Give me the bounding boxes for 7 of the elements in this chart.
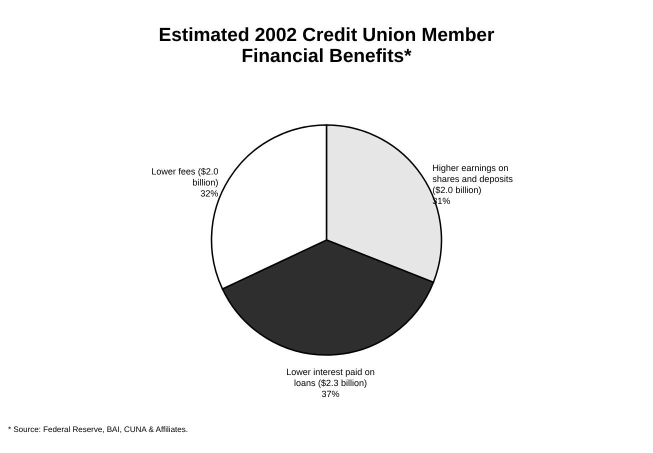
data-label: 32%: [200, 188, 218, 198]
data-label: 37%: [322, 388, 340, 399]
chart-title: Estimated 2002 Credit Union Member Financial Benefits*: [158, 25, 495, 67]
slice-label: Lower fees ($2.0 billion): [151, 166, 218, 188]
text: * Source: Federal Reserve, BAI, CUNA & Affiliates.: [8, 425, 188, 434]
slice-label: Lower interest paid on loans ($2.3 billion): [286, 366, 375, 388]
slice-label: Higher earnings on shares and deposits ($2.0 billion): [432, 163, 514, 196]
